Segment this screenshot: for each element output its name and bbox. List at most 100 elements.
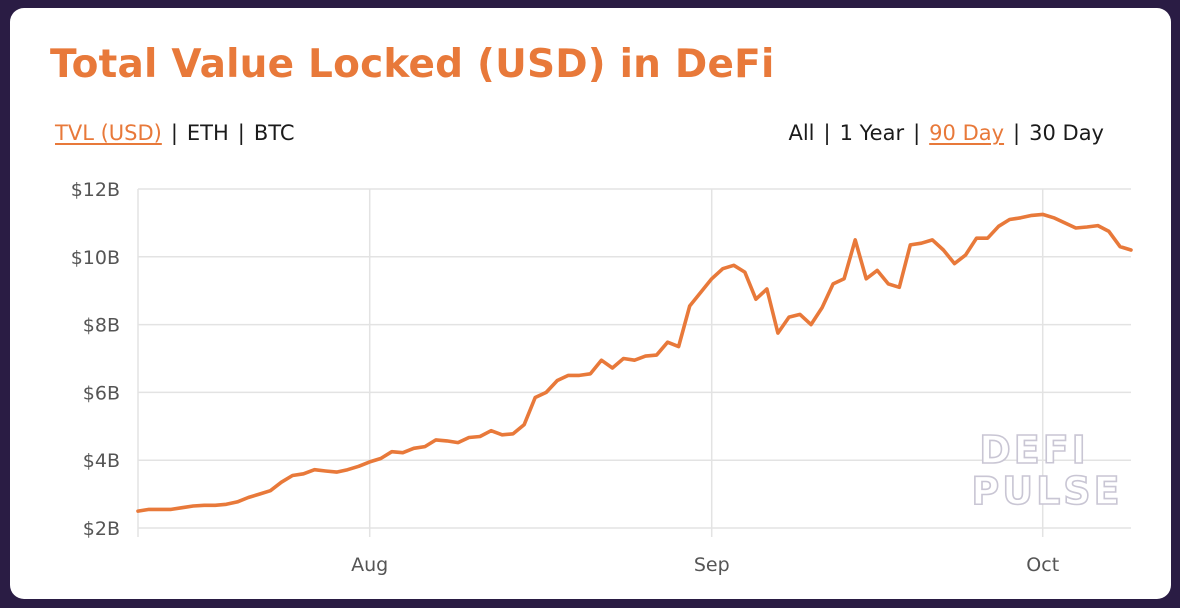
data-point[interactable]	[850, 235, 860, 245]
data-point[interactable]	[938, 245, 948, 255]
data-point[interactable]	[343, 465, 353, 475]
data-point[interactable]	[486, 426, 496, 436]
separator: |	[170, 121, 178, 145]
data-point[interactable]	[983, 233, 993, 243]
data-point[interactable]	[1093, 221, 1103, 231]
data-point[interactable]	[839, 274, 849, 284]
data-point[interactable]	[961, 250, 971, 260]
data-point[interactable]	[254, 489, 264, 499]
data-point[interactable]	[265, 486, 275, 496]
data-point[interactable]	[276, 477, 286, 487]
data-point[interactable]	[166, 504, 176, 514]
data-point[interactable]	[199, 500, 209, 510]
toggle-btc[interactable]: BTC	[253, 121, 295, 145]
data-point[interactable]	[585, 369, 595, 379]
data-point[interactable]	[453, 438, 463, 448]
data-point[interactable]	[916, 238, 926, 248]
data-point[interactable]	[718, 264, 728, 274]
data-point[interactable]	[707, 274, 717, 284]
data-point[interactable]	[354, 461, 364, 471]
data-point[interactable]	[905, 240, 915, 250]
data-point[interactable]	[949, 259, 959, 269]
data-point[interactable]	[1027, 210, 1037, 220]
data-point[interactable]	[762, 284, 772, 294]
data-point[interactable]	[784, 312, 794, 322]
data-point[interactable]	[872, 265, 882, 275]
data-point[interactable]	[519, 420, 529, 430]
data-point[interactable]	[1016, 213, 1026, 223]
toggle-eth[interactable]: ETH	[186, 121, 229, 145]
data-point[interactable]	[387, 447, 397, 457]
data-point[interactable]	[883, 279, 893, 289]
data-point[interactable]	[243, 492, 253, 502]
data-point[interactable]	[541, 387, 551, 397]
data-point[interactable]	[321, 466, 331, 476]
data-point[interactable]	[552, 376, 562, 386]
data-point[interactable]	[1005, 215, 1015, 225]
data-point[interactable]	[420, 442, 430, 452]
toggle-tvl-usd[interactable]: TVL (USD)	[55, 121, 162, 145]
data-point[interactable]	[795, 309, 805, 319]
data-point[interactable]	[1104, 226, 1114, 236]
data-point[interactable]	[431, 435, 441, 445]
data-point[interactable]	[133, 506, 143, 516]
data-point[interactable]	[994, 221, 1004, 231]
data-point[interactable]	[464, 432, 474, 442]
data-point[interactable]	[299, 469, 309, 479]
data-point[interactable]	[409, 443, 419, 453]
data-point[interactable]	[674, 342, 684, 352]
data-point[interactable]	[696, 287, 706, 297]
data-point[interactable]	[232, 497, 242, 507]
data-point[interactable]	[1049, 213, 1059, 223]
data-point[interactable]	[310, 465, 320, 475]
metric-toggle-group: TVL (USD) | ETH | BTC	[55, 121, 295, 145]
data-point[interactable]	[618, 354, 628, 364]
data-point[interactable]	[817, 303, 827, 313]
data-point[interactable]	[1126, 245, 1136, 255]
data-point[interactable]	[287, 470, 297, 480]
data-point[interactable]	[630, 355, 640, 365]
data-point[interactable]	[663, 337, 673, 347]
toggle-all[interactable]: All	[788, 121, 815, 145]
data-point[interactable]	[221, 499, 231, 509]
data-point[interactable]	[806, 320, 816, 330]
data-point[interactable]	[751, 294, 761, 304]
data-point[interactable]	[1038, 209, 1048, 219]
data-point[interactable]	[1115, 242, 1125, 252]
data-point[interactable]	[332, 467, 342, 477]
data-point[interactable]	[972, 233, 982, 243]
data-point[interactable]	[475, 431, 485, 441]
data-point[interactable]	[729, 260, 739, 270]
data-point[interactable]	[1071, 223, 1081, 233]
data-point[interactable]	[927, 235, 937, 245]
data-point[interactable]	[210, 500, 220, 510]
data-point[interactable]	[497, 430, 507, 440]
data-point[interactable]	[188, 501, 198, 511]
data-point[interactable]	[365, 457, 375, 467]
data-point[interactable]	[894, 282, 904, 292]
data-point[interactable]	[828, 279, 838, 289]
data-point[interactable]	[563, 370, 573, 380]
toggle-30-day[interactable]: 30 Day	[1029, 121, 1104, 145]
toggle-1-year[interactable]: 1 Year	[839, 121, 905, 145]
data-point[interactable]	[861, 274, 871, 284]
data-point[interactable]	[685, 301, 695, 311]
data-point[interactable]	[740, 267, 750, 277]
data-point[interactable]	[155, 504, 165, 514]
data-point[interactable]	[144, 504, 154, 514]
data-point[interactable]	[773, 328, 783, 338]
data-point[interactable]	[574, 370, 584, 380]
data-point[interactable]	[1082, 222, 1092, 232]
data-point[interactable]	[376, 454, 386, 464]
data-point[interactable]	[398, 448, 408, 458]
data-point[interactable]	[508, 429, 518, 439]
data-point[interactable]	[607, 363, 617, 373]
data-point[interactable]	[596, 355, 606, 365]
data-point[interactable]	[177, 503, 187, 513]
toggle-90-day[interactable]: 90 Day	[929, 121, 1005, 145]
data-point[interactable]	[641, 351, 651, 361]
data-point[interactable]	[530, 392, 540, 402]
data-point[interactable]	[1060, 218, 1070, 228]
data-point[interactable]	[652, 350, 662, 360]
data-point[interactable]	[442, 436, 452, 446]
